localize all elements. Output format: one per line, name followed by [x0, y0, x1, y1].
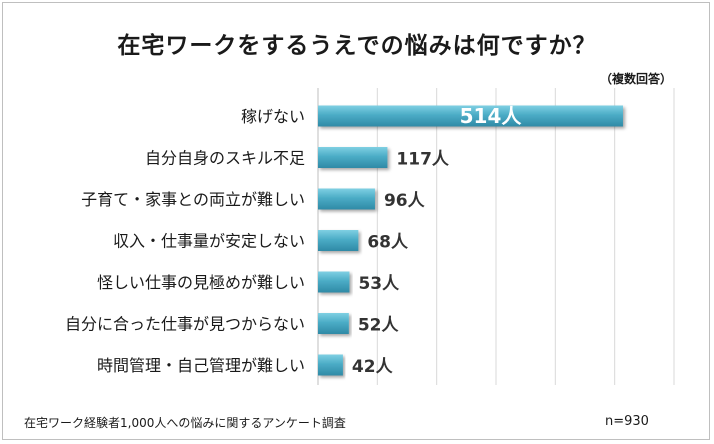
chart-frame: [2, 2, 710, 440]
value-label: 52人: [358, 316, 400, 336]
value-label: 53人: [358, 274, 400, 294]
bar: [318, 271, 350, 293]
value-label: 117人: [396, 150, 449, 170]
survey-source: 在宅ワーク経験者1,000人への悩みに関するアンケート調査: [24, 416, 346, 430]
value-label: 42人: [352, 357, 394, 377]
value-label: 96人: [384, 191, 426, 211]
value-label: 514人: [460, 104, 523, 128]
category-label: 収入・仕事量が安定しない: [113, 232, 305, 251]
chart-subtitle: （複数回答）: [599, 72, 672, 86]
bar: [318, 230, 359, 251]
category-label: 時間管理・自己管理が難しい: [97, 356, 305, 375]
chart-title: 在宅ワークをするうえでの悩みは何ですか？: [117, 33, 597, 59]
bar: [318, 188, 375, 210]
bar: [318, 354, 343, 376]
category-label: 自分自身のスキル不足: [145, 149, 305, 168]
bar: [318, 313, 349, 334]
sample-size: n=930: [605, 414, 649, 429]
bar: [318, 147, 388, 168]
bar: [318, 105, 623, 127]
value-label: 68人: [367, 233, 409, 253]
category-label: 子育て・家事との両立が難しい: [81, 190, 305, 209]
category-label: 稼げない: [241, 107, 305, 126]
category-label: 自分に合った仕事が見つからない: [65, 315, 305, 334]
category-label: 怪しい仕事の見極めが難しい: [97, 273, 305, 292]
